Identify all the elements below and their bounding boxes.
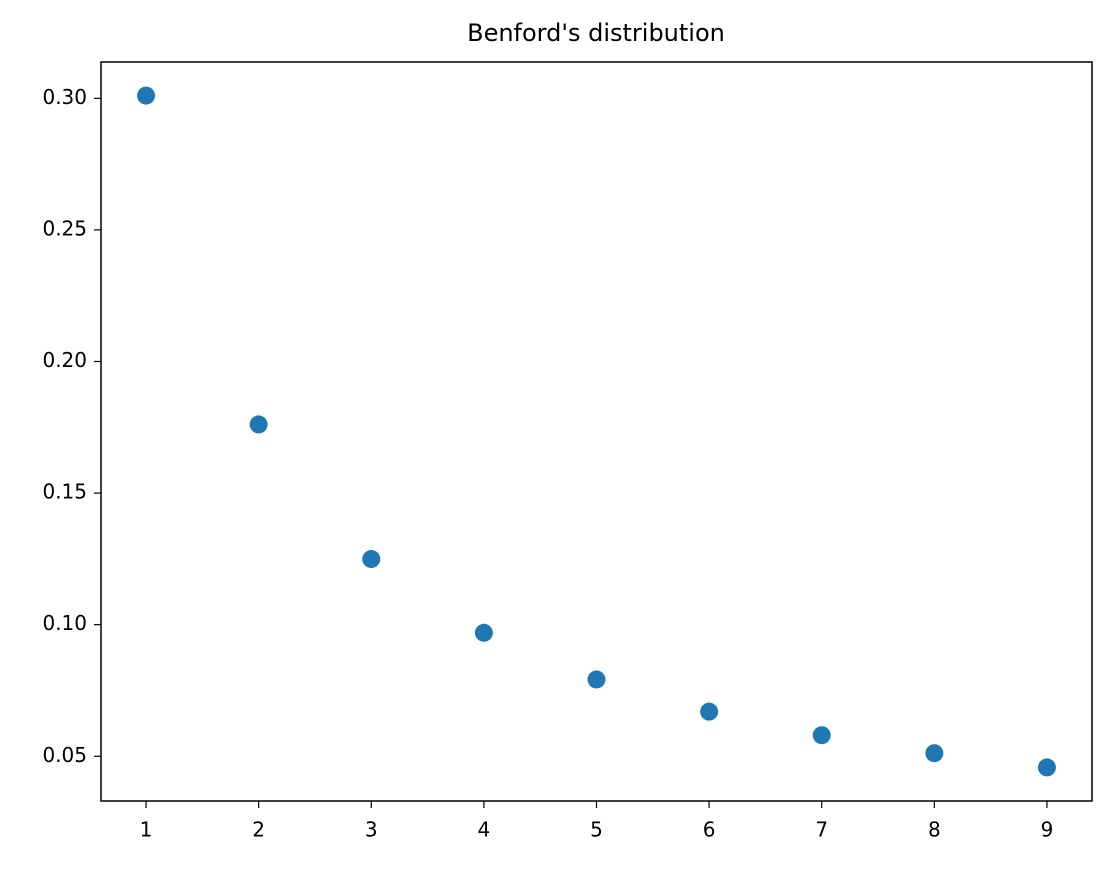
plot-frame bbox=[100, 61, 1093, 802]
point bbox=[362, 550, 381, 569]
point bbox=[925, 744, 944, 763]
x-tick-label: 3 bbox=[365, 818, 378, 842]
x-tick-label: 2 bbox=[252, 818, 265, 842]
x-tick-label: 1 bbox=[140, 818, 153, 842]
x-tick-label: 8 bbox=[928, 818, 941, 842]
point bbox=[1037, 758, 1056, 777]
y-tick-label: 0.10 bbox=[42, 611, 87, 635]
y-tick-label: 0.05 bbox=[42, 743, 87, 767]
y-tick-label: 0.30 bbox=[42, 85, 87, 109]
x-tick-label: 9 bbox=[1041, 818, 1054, 842]
point bbox=[249, 415, 268, 434]
point bbox=[700, 702, 719, 721]
chart-title: Benford's distribution bbox=[467, 19, 725, 47]
x-tick-label: 6 bbox=[703, 818, 716, 842]
point bbox=[587, 670, 606, 689]
x-tick-label: 4 bbox=[478, 818, 491, 842]
y-tick-label: 0.20 bbox=[42, 348, 87, 372]
point bbox=[137, 86, 156, 105]
y-tick-label: 0.25 bbox=[42, 216, 87, 240]
point bbox=[812, 726, 831, 745]
point bbox=[474, 623, 493, 642]
x-tick-label: 7 bbox=[815, 818, 828, 842]
x-tick-label: 5 bbox=[590, 818, 603, 842]
y-tick-label: 0.15 bbox=[42, 480, 87, 504]
